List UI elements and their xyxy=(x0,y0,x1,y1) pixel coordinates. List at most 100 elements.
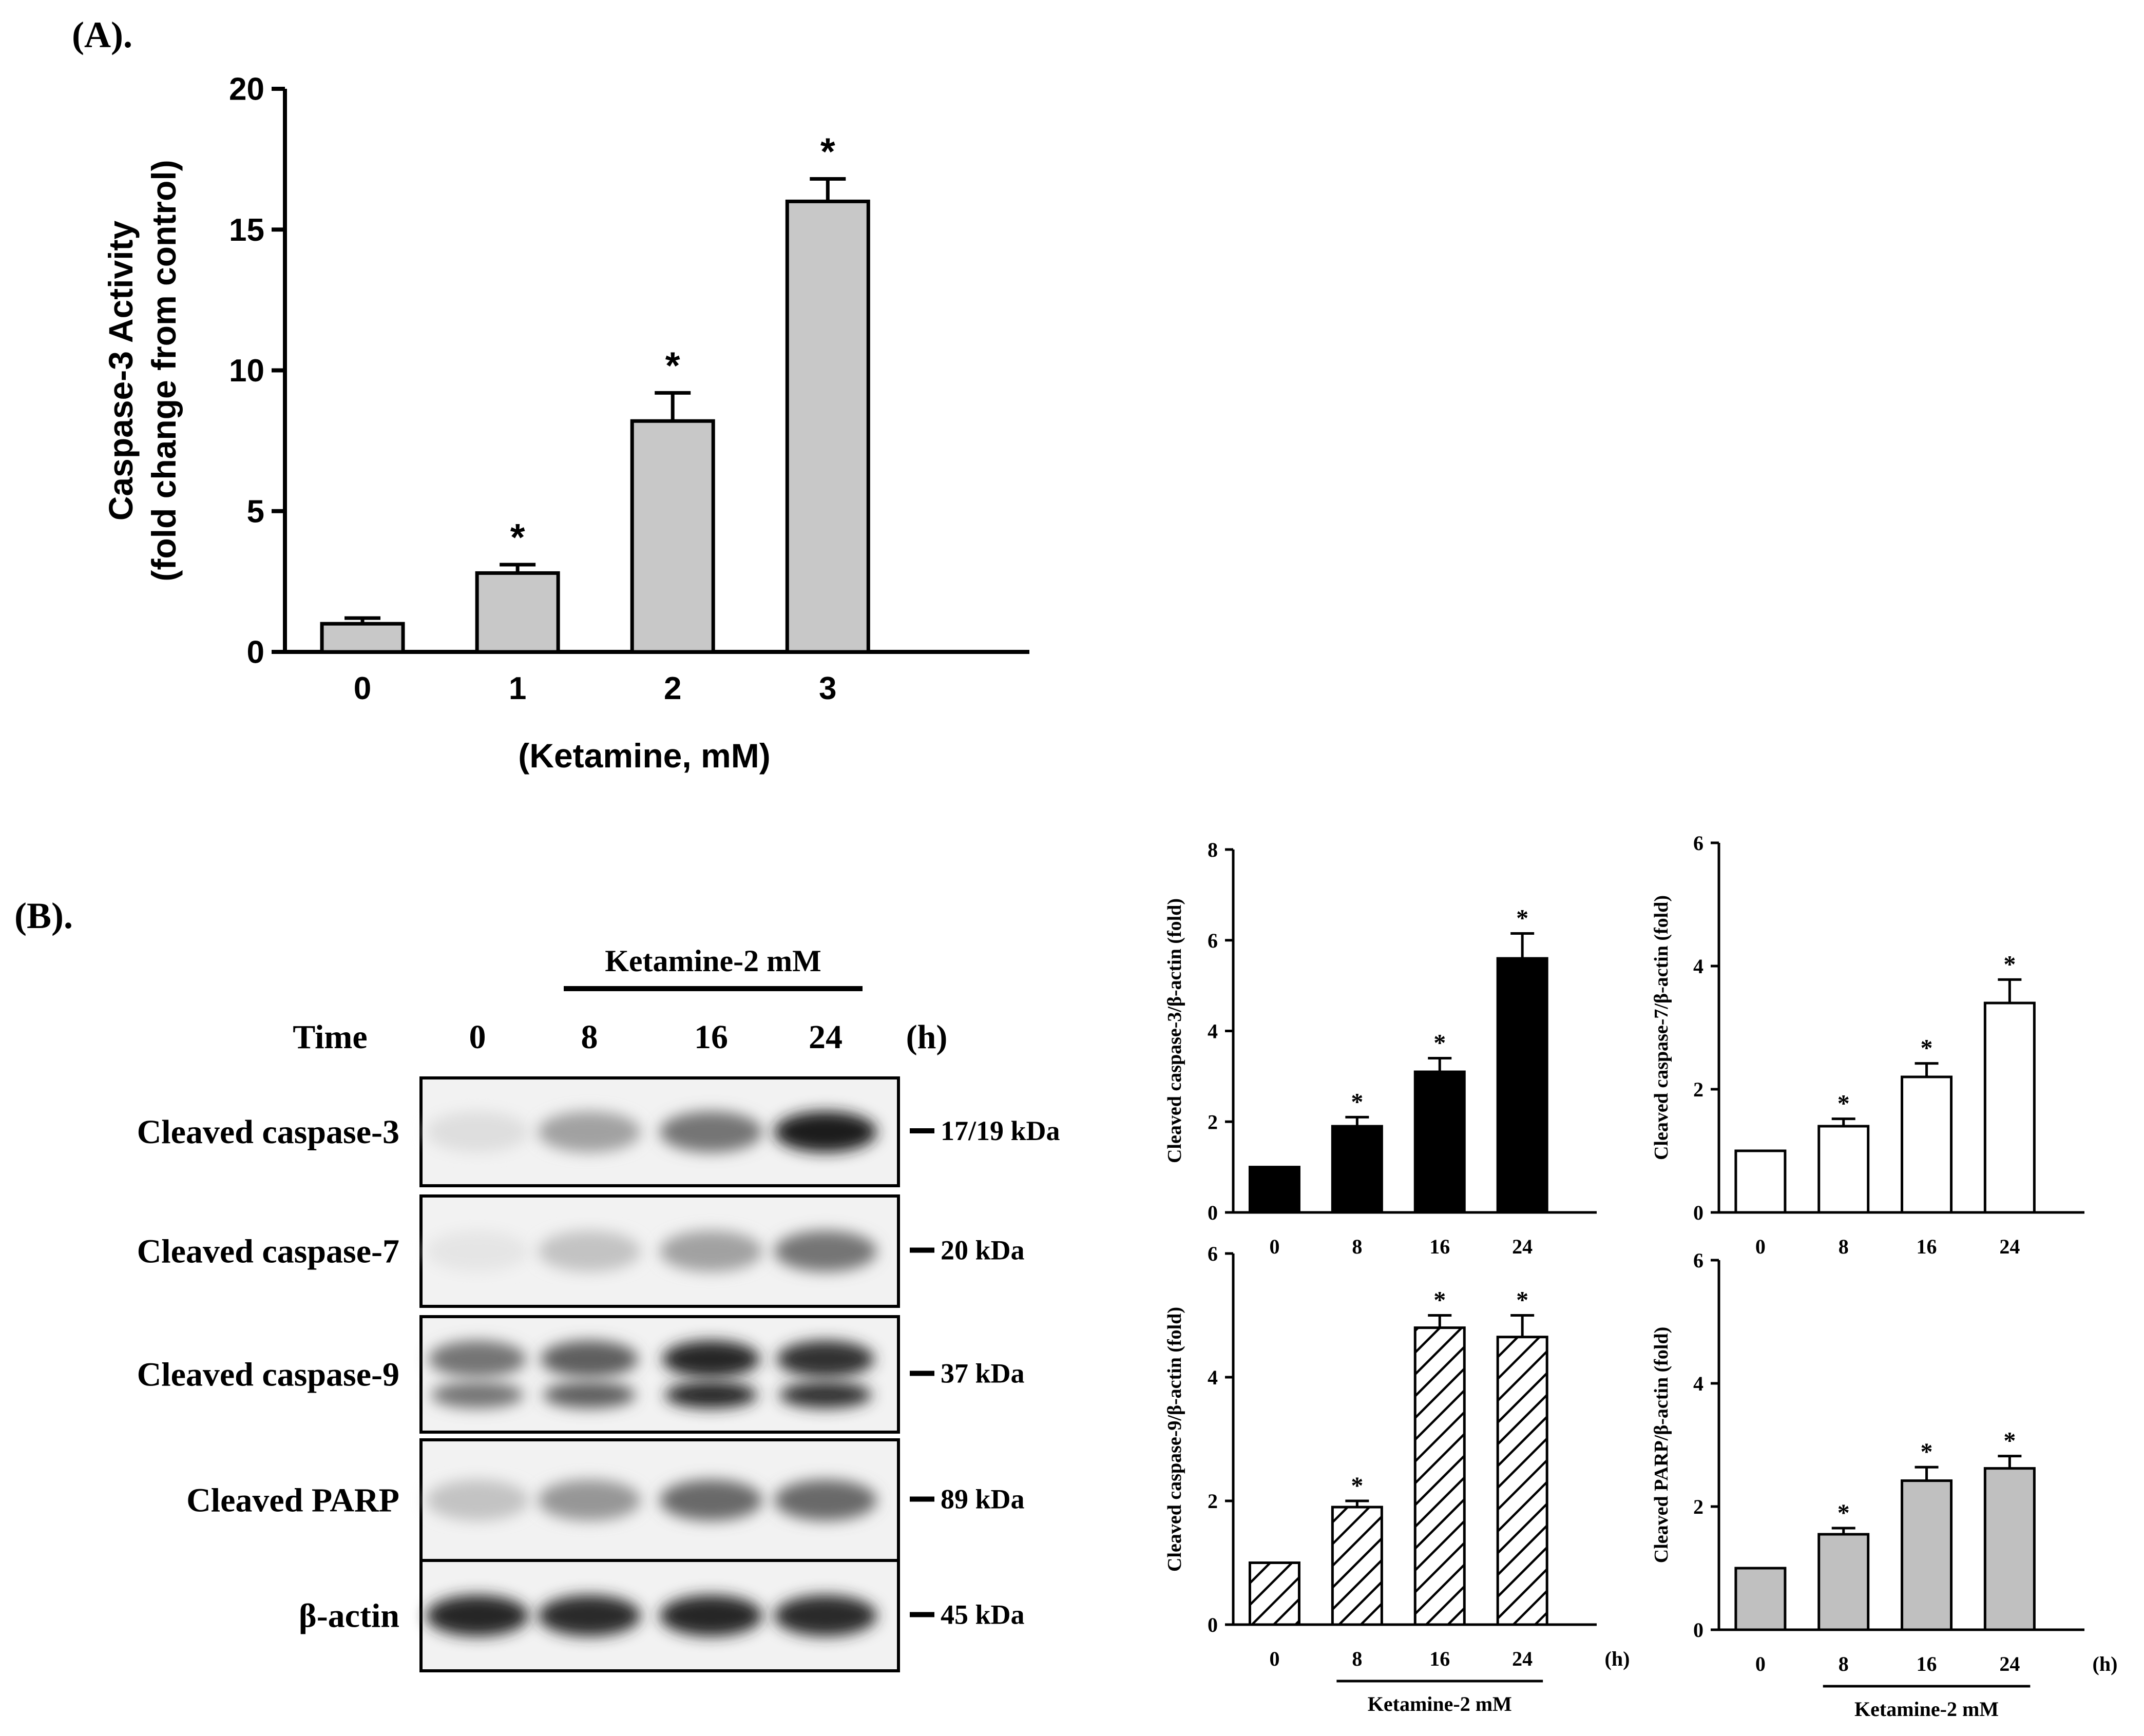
blot-band xyxy=(426,1479,529,1521)
significance-marker: * xyxy=(665,344,680,387)
blot-band xyxy=(541,1340,638,1378)
y-tick-label: 2 xyxy=(1208,1110,1218,1133)
y-axis-label-line1: Caspase-3 Activity xyxy=(102,220,140,520)
blot-band xyxy=(660,1479,762,1521)
blot-band xyxy=(660,1595,762,1636)
x-tick-label: 0 xyxy=(1269,1235,1279,1258)
x-tick-label: 16 xyxy=(1429,1647,1450,1670)
panel-a-letter: (A). xyxy=(72,14,132,55)
treatment-label: Ketamine-2 mM xyxy=(1368,1692,1512,1715)
bar-16 xyxy=(1413,1326,1466,1626)
y-tick-label: 4 xyxy=(1208,1366,1218,1389)
blot-band xyxy=(665,1381,757,1409)
y-tick-label: 4 xyxy=(1693,1372,1703,1395)
y-axis-label: Cleaved caspase-9/β-actin (fold) xyxy=(1164,1307,1185,1572)
significance-marker: * xyxy=(820,130,835,173)
bar-0 xyxy=(1248,1166,1300,1214)
y-tick-label: 0 xyxy=(1693,1201,1703,1224)
significance-marker: * xyxy=(2003,1428,2016,1455)
blot-band xyxy=(538,1230,641,1272)
x-tick-label: 3 xyxy=(819,671,836,706)
significance-marker: * xyxy=(1351,1088,1363,1115)
blot-band xyxy=(662,1340,760,1378)
marker-label: 17/19 kDa xyxy=(941,1115,1060,1146)
y-axis-label: Caspase-3 Activity (fold change from cont… xyxy=(102,160,183,581)
x-tick-label: 0 xyxy=(354,671,371,706)
x-tick-label: 1 xyxy=(509,671,526,706)
x-tick-label: 16 xyxy=(1917,1235,1937,1258)
western-blot: Ketamine-2 mM Time 0 8 16 24 (h) Cleaved caspas… xyxy=(137,944,1060,1672)
bar-0 xyxy=(1734,1567,1787,1631)
y-tick-label: 6 xyxy=(1693,832,1703,855)
y-tick-label: 0 xyxy=(1693,1618,1703,1642)
y-tick-label: 0 xyxy=(1208,1613,1218,1636)
significance-marker: * xyxy=(1433,1030,1446,1057)
marker-label: 89 kDa xyxy=(941,1484,1025,1515)
y-tick-label: 0 xyxy=(247,635,264,670)
time-unit: (h) xyxy=(906,1018,948,1056)
blot-row-label: Cleaved caspase-9 xyxy=(137,1356,399,1394)
blot-band xyxy=(779,1381,872,1409)
marker-label: 20 kDa xyxy=(941,1235,1025,1266)
y-axis-label: Cleaved PARP/β-actin (fold) xyxy=(1651,1327,1672,1563)
lane-label: 24 xyxy=(809,1018,843,1056)
blot-band xyxy=(426,1111,529,1152)
lane-label: 16 xyxy=(694,1018,728,1056)
y-tick-label: 4 xyxy=(1693,955,1703,978)
x-tick-label: 8 xyxy=(1352,1235,1362,1258)
lane-label: 8 xyxy=(581,1018,598,1056)
x-tick-label: 2 xyxy=(664,671,681,706)
x-tick-label: 24 xyxy=(1512,1647,1533,1670)
significance-marker: * xyxy=(1837,1090,1850,1117)
chart-a: 0 5 10 15 20 0 * 1 * 2 * 3 (Ketamine, mM) Caspase-3 A… xyxy=(102,72,1029,775)
y-tick-label: 0 xyxy=(1208,1201,1218,1224)
blot-band xyxy=(538,1595,641,1636)
significance-marker: * xyxy=(1837,1499,1850,1527)
bar-0 xyxy=(320,622,405,654)
x-tick-label: 8 xyxy=(1839,1652,1849,1675)
y-tick-label: 8 xyxy=(1208,838,1218,861)
blot-band xyxy=(774,1595,877,1636)
y-tick-label: 20 xyxy=(229,72,264,107)
blot-band xyxy=(774,1230,877,1272)
marker-label: 45 kDa xyxy=(941,1599,1025,1630)
blot-band xyxy=(538,1479,641,1521)
blot-band xyxy=(429,1340,526,1378)
blot-band xyxy=(777,1340,874,1378)
x-tick-label: 24 xyxy=(1999,1652,2020,1675)
bar-8 xyxy=(1817,1125,1870,1214)
blot-row-label: β-actin xyxy=(299,1597,399,1635)
bar-3 xyxy=(785,199,870,654)
y-tick-label: 10 xyxy=(229,353,264,389)
y-tick-label: 5 xyxy=(247,494,264,529)
significance-marker: * xyxy=(1433,1287,1446,1314)
blot-band xyxy=(774,1479,877,1521)
bar-16 xyxy=(1413,1070,1466,1214)
bar-24 xyxy=(1496,957,1548,1214)
bar-0 xyxy=(1248,1561,1300,1626)
bar-24 xyxy=(1496,1336,1548,1626)
time-label: Time xyxy=(293,1018,367,1056)
bar-16 xyxy=(1901,1075,1953,1214)
x-unit-label: (h) xyxy=(2093,1652,2118,1675)
bar-24 xyxy=(1983,1467,2036,1631)
y-axis-label: Cleaved caspase-3/β-actin (fold) xyxy=(1164,898,1185,1163)
bar-0 xyxy=(1734,1149,1787,1214)
x-tick-label: 16 xyxy=(1429,1235,1450,1258)
x-tick-label: 16 xyxy=(1917,1652,1937,1675)
significance-marker: * xyxy=(1516,1287,1528,1314)
y-tick-label: 6 xyxy=(1693,1249,1703,1272)
bar-8 xyxy=(1817,1533,1870,1631)
treatment-label: Ketamine-2 mM xyxy=(1854,1698,1999,1721)
blot-band xyxy=(660,1230,762,1272)
blot-band xyxy=(543,1381,636,1409)
significance-marker: * xyxy=(1351,1472,1363,1499)
y-tick-label: 6 xyxy=(1208,1242,1218,1265)
blot-band xyxy=(426,1595,529,1636)
x-unit-label: (h) xyxy=(1605,1647,1630,1670)
blot-band xyxy=(431,1381,524,1409)
blot-row-label: Cleaved caspase-7 xyxy=(137,1233,399,1270)
